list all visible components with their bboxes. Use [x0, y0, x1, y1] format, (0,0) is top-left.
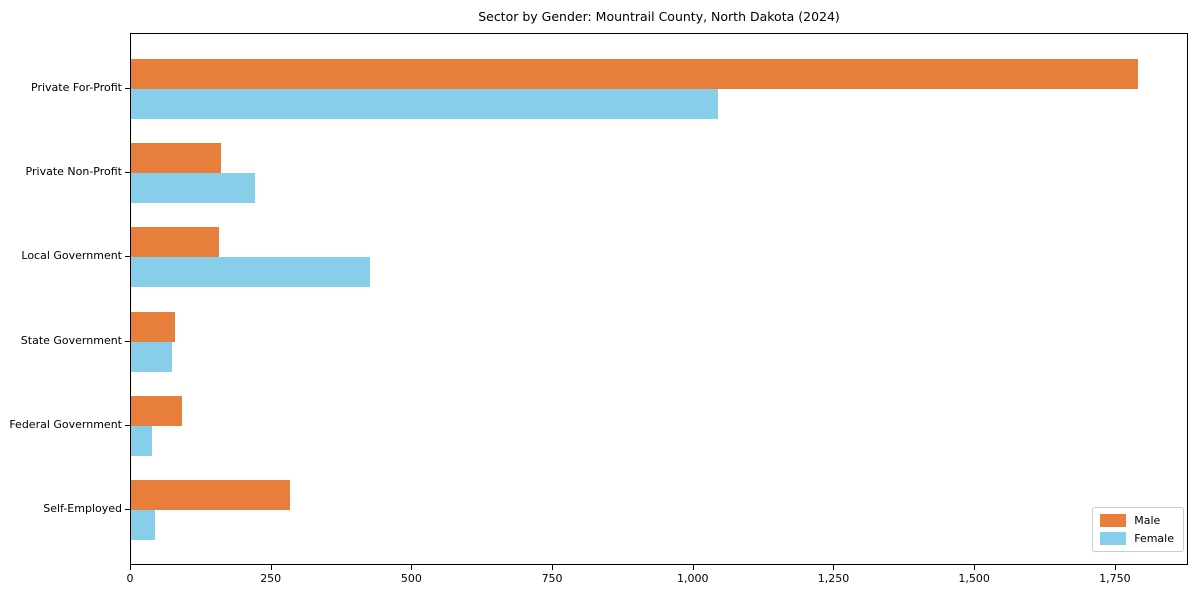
x-tick-mark [411, 565, 413, 570]
y-tick-mark [125, 340, 130, 342]
x-tick-mark [1114, 565, 1116, 570]
bar-female-self-employed [131, 510, 155, 540]
x-tick-label-1-500: 1,500 [958, 572, 990, 585]
y-tick-mark [125, 88, 130, 89]
legend-swatch-female-icon [1100, 532, 1127, 545]
legend-row-female: Female [1100, 532, 1174, 545]
bar-female-private-for-profit [131, 89, 718, 119]
x-tick-mark [552, 565, 554, 570]
x-tick-mark [692, 565, 694, 570]
y-tick-label-federal-government: Federal Government [9, 417, 122, 431]
legend-label-male: Male [1134, 514, 1161, 527]
y-tick-mark [125, 424, 130, 426]
x-tick-label-1-750: 1,750 [1099, 572, 1131, 585]
bar-female-private-non-profit [131, 173, 255, 204]
y-tick-label-private-for-profit: Private For-Profit [31, 81, 122, 94]
y-tick-label-state-government: State Government [20, 333, 122, 347]
y-tick-label-self-employed: Self-Employed [43, 502, 122, 515]
bar-male-self-employed [131, 480, 290, 510]
x-tick-label-500: 500 [400, 572, 422, 585]
bar-male-local-government [131, 227, 219, 258]
bar-female-federal-government [131, 425, 152, 456]
bar-female-state-government [131, 341, 172, 372]
legend-swatch-male-icon [1100, 514, 1127, 527]
chart-title: Sector by Gender: Mountrail County, Nort… [478, 9, 840, 24]
bar-male-private-non-profit [131, 143, 221, 174]
legend: Male Female [1092, 507, 1184, 552]
y-tick-label-private-non-profit: Private Non-Profit [25, 165, 122, 179]
x-tick-label-250: 250 [260, 572, 282, 585]
x-tick-mark [833, 565, 835, 570]
bar-female-local-government [131, 257, 370, 288]
x-tick-label-0: 0 [126, 572, 134, 585]
x-tick-mark [270, 565, 272, 570]
x-tick-label-750: 750 [541, 572, 563, 585]
bar-male-state-government [131, 311, 175, 342]
y-tick-label-local-government: Local Government [21, 249, 122, 263]
bar-male-private-for-profit [131, 59, 1138, 89]
y-tick-mark [125, 172, 130, 174]
y-tick-mark [125, 509, 130, 510]
plot-area [130, 33, 1188, 565]
legend-row-male: Male [1100, 514, 1174, 527]
x-tick-mark [130, 565, 131, 570]
x-tick-label-1-250: 1,250 [817, 572, 850, 585]
bar-male-federal-government [131, 395, 182, 426]
y-tick-mark [125, 256, 130, 258]
x-tick-label-1-000: 1,000 [677, 572, 709, 585]
x-tick-mark [974, 565, 976, 570]
legend-label-female: Female [1134, 532, 1174, 545]
